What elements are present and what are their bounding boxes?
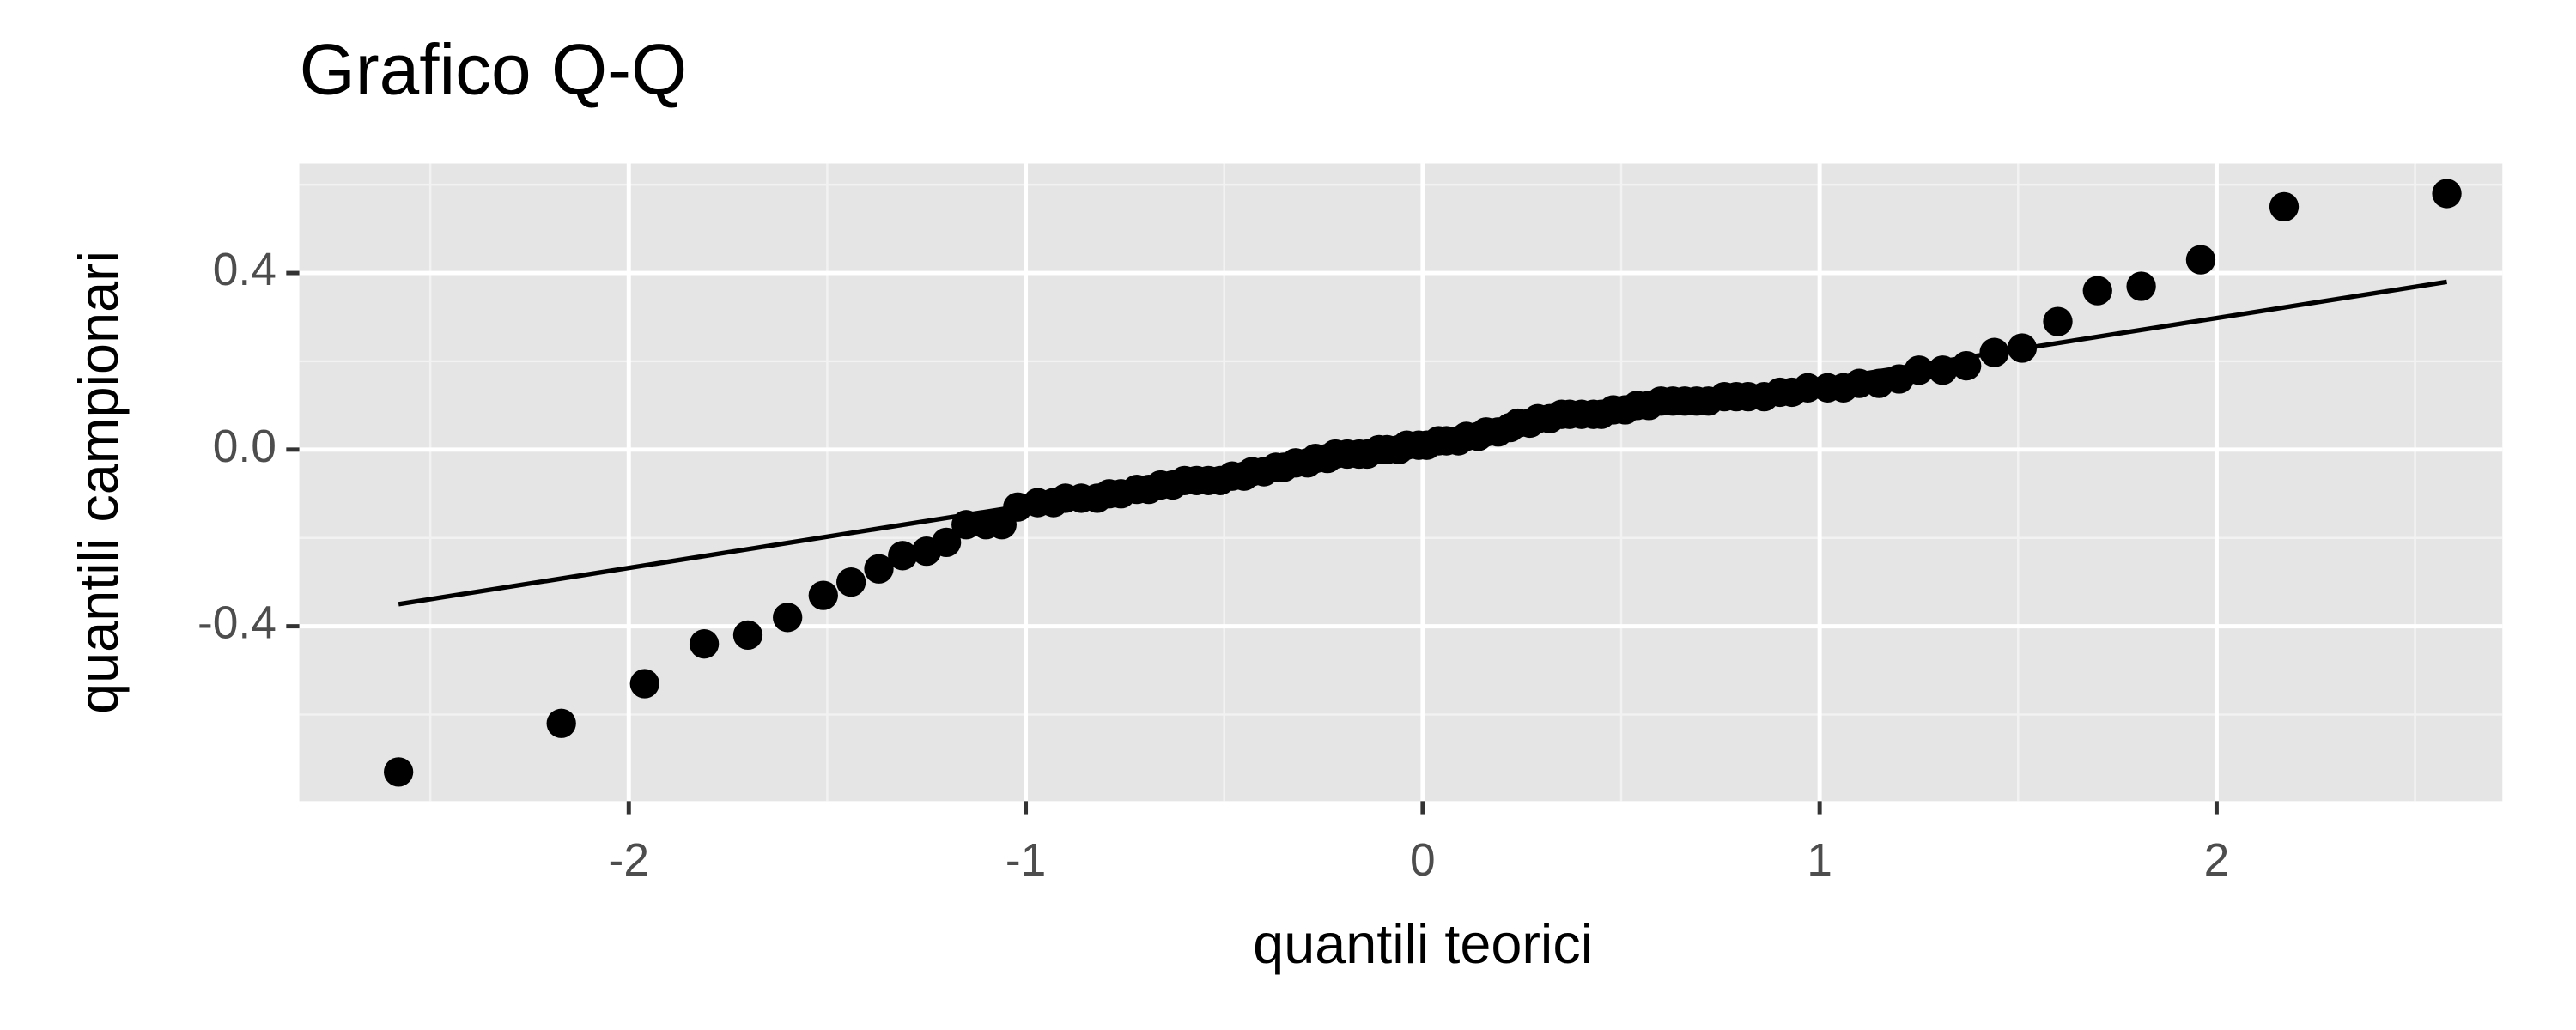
chart-title: Grafico Q-Q <box>300 29 688 110</box>
plot-panel <box>299 163 2503 802</box>
point <box>384 757 414 787</box>
point <box>1952 350 1982 381</box>
point <box>546 708 576 738</box>
point <box>689 629 720 659</box>
y-tick-label: -0.4 <box>197 598 276 649</box>
point <box>629 669 659 699</box>
point <box>1979 337 2009 367</box>
point <box>773 603 803 633</box>
point <box>808 580 838 610</box>
point <box>1904 355 1934 385</box>
point <box>888 541 918 571</box>
point <box>1928 355 1958 385</box>
point <box>732 620 763 651</box>
y-tick-label: 0.0 <box>213 421 276 472</box>
point <box>2007 333 2038 363</box>
x-tick-label: 2 <box>2204 835 2230 886</box>
point <box>2082 276 2112 306</box>
point <box>2185 245 2216 275</box>
point <box>864 554 894 584</box>
point <box>931 527 962 558</box>
x-tick-label: 0 <box>1410 835 1436 886</box>
point <box>836 567 866 597</box>
point <box>2432 179 2462 209</box>
y-tick-label: 0.4 <box>213 245 276 295</box>
point <box>2126 271 2156 301</box>
x-axis-title: quantili teorici <box>1253 912 1593 975</box>
x-tick-label: -1 <box>1005 835 1046 886</box>
x-tick-label: -2 <box>609 835 649 886</box>
point <box>2043 306 2073 336</box>
x-tick-label: 1 <box>1807 835 1832 886</box>
point <box>2269 191 2300 222</box>
y-axis-title: quantili campionari <box>67 251 130 714</box>
